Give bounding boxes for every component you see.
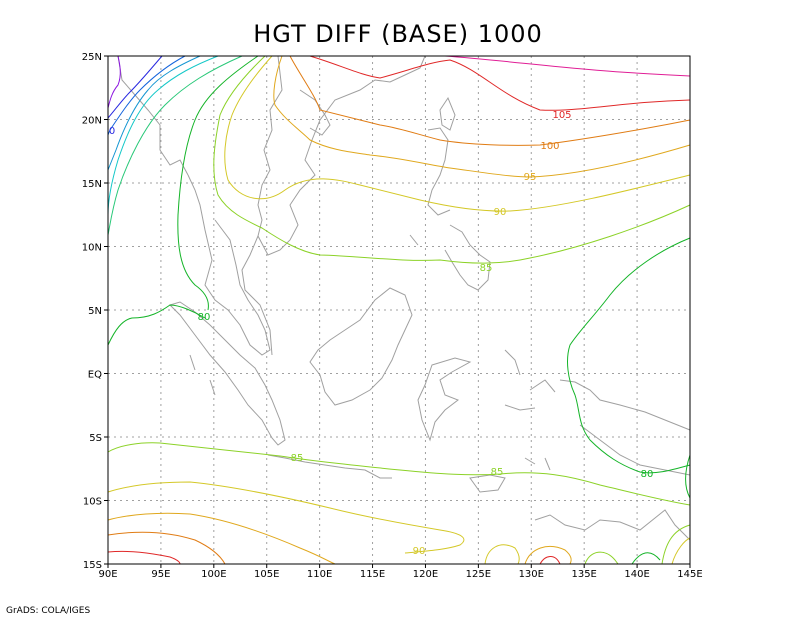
contour-100-south [107,531,226,565]
coast-new-guinea [559,379,691,431]
contour-75 [107,55,243,236]
contour-80-west [177,55,259,311]
contour-label-85: 85 [480,263,493,274]
contour-90 [224,55,691,212]
coast-philippines-luzon [427,127,451,216]
contour-label-80-east: 80 [641,469,654,480]
contour-60 [107,55,186,136]
coast-borneo [309,287,413,406]
contour-label-95: 95 [524,172,537,183]
lon-tick-label: 135E [571,569,596,580]
contour-label-partial: 0 [109,126,115,137]
coast-sulawesi [417,357,472,442]
coast-sumatra [169,301,286,446]
contour-70 [107,55,219,216]
contour-105-south [107,550,181,565]
contour-label-80-west: 80 [198,312,211,323]
contour-55 [107,55,163,119]
coast-new-guinea-south [579,424,691,476]
axis-ticks [104,55,691,568]
lat-tick-label: 5N [88,306,102,317]
lon-tick-label: 125E [466,569,491,580]
coast-malaya [241,235,273,356]
lat-tick-label: 15S [83,560,102,571]
lon-tick-label: 130E [519,569,544,580]
contour-95 [273,55,691,178]
contour-lobe-2 [524,546,572,565]
contour-label-90: 90 [494,207,507,218]
lon-tick-label: 105E [254,569,279,580]
lon-tick-label: 110E [307,569,332,580]
lon-tick-label: 145E [677,569,702,580]
coast-java [267,454,392,479]
contour-100 [289,55,691,146]
contour-magenta [444,55,691,77]
lon-tick-label: 140E [624,569,649,580]
lat-tick-label: 10N [82,243,102,254]
contour-105-north [309,55,691,111]
contour-65 [107,55,201,171]
map-title: HGT DIFF (BASE) 1000 [253,20,543,48]
coast-myanmar [187,174,271,356]
footer-credit: GrADS: COLA/IGES [6,606,90,616]
contour-label-85-south-west: 85 [291,453,304,464]
contour-label-90-south: 90 [413,546,426,557]
contour-80-west-2 [107,304,206,346]
lat-tick-label: 10S [83,497,102,508]
coast-south-china [299,89,331,136]
lat-tick-label: 25N [82,52,102,63]
contour-lobe-5 [631,552,661,565]
contour-lobe-7 [661,524,691,565]
contour-90-south [107,481,465,554]
coast-philippines-south [444,224,491,291]
latitude-labels: 25N 20N 15N 10N 5N EQ 5S 10S 15S [82,52,102,571]
contours [107,55,691,565]
gridlines [108,56,690,564]
lon-tick-label: 95E [151,569,170,580]
contour-lobe-4 [584,551,619,565]
contour-lobe-1 [484,544,520,565]
contour-50 [107,55,121,109]
contour-95-south [107,512,336,565]
lat-tick-label: EQ [88,370,102,381]
lon-tick-label: 115E [360,569,385,580]
contour-label-105: 105 [552,110,571,121]
contour-85 [213,55,691,264]
coast-australia-north [534,509,691,541]
contour-labels: 105 100 95 90 85 80 85 85 80 90 0 [109,110,654,557]
lon-tick-label: 100E [201,569,226,580]
lat-tick-label: 20N [82,116,102,127]
coast-india-east [117,55,189,176]
lon-tick-label: 90E [98,569,117,580]
lat-tick-label: 15N [82,179,102,190]
lat-tick-label: 5S [89,433,102,444]
contour-label-100: 100 [540,141,559,152]
coast-islands-small [189,234,556,471]
contour-85-south [107,442,691,506]
lon-tick-label: 120E [413,569,438,580]
coastlines [117,55,691,541]
contour-label-85-south-east: 85 [491,467,504,478]
longitude-labels: 90E 95E 100E 105E 110E 115E 120E 125E 130E 135E 14… [98,569,702,580]
contour-80-east-2 [685,454,691,499]
contour-lobe-6 [671,537,691,565]
contour-lobe-3 [539,556,561,565]
coast-timor [469,474,506,493]
map-frame [107,55,691,565]
coast-indochina [257,55,426,256]
coast-taiwan [439,96,456,131]
contour-80-east [567,237,691,474]
